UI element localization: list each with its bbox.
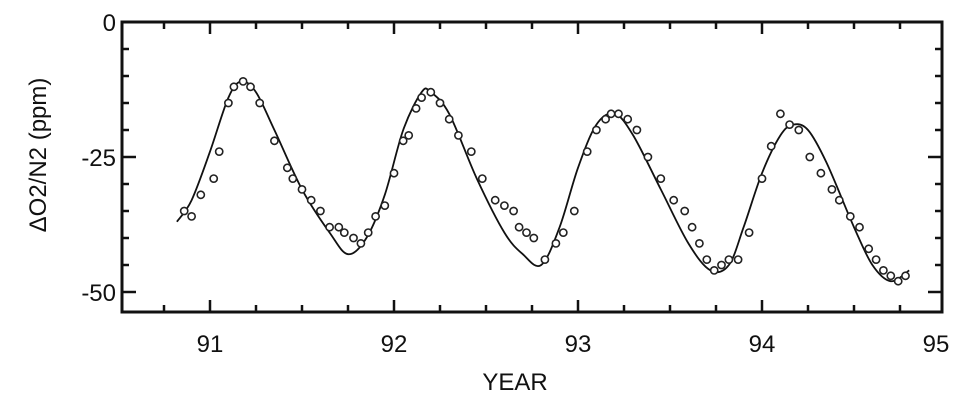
observation-point (398, 136, 408, 146)
observation-point (282, 163, 292, 173)
observation-point (709, 265, 719, 275)
observation-point (389, 168, 399, 178)
observation-point (229, 82, 239, 92)
observation-point (288, 174, 298, 183)
observation-point (363, 228, 373, 237)
observation-point (522, 228, 531, 237)
observation-point (669, 195, 679, 205)
observation-point (435, 98, 445, 108)
observation-point (805, 152, 815, 162)
observation-point (499, 201, 509, 210)
observation-point (426, 87, 436, 97)
plot-frame (120, 20, 944, 314)
observation-point (490, 195, 500, 205)
x-tick-label: 94 (749, 331, 776, 358)
observation-point (766, 141, 776, 151)
x-tick-label: 95 (923, 331, 950, 358)
observation-point (246, 82, 255, 92)
observation-point (827, 184, 837, 194)
observation-point (349, 233, 358, 243)
x-tick-label: 91 (197, 331, 224, 358)
axis-ticks (122, 20, 942, 312)
observation-point (529, 233, 539, 243)
observation-point (606, 109, 616, 119)
fitted-curve (176, 80, 910, 283)
y-tick-label: 0 (103, 10, 116, 37)
observation-point (733, 255, 743, 264)
observation-point (404, 130, 414, 140)
observation-point (315, 206, 325, 216)
observation-point (816, 168, 826, 178)
observation-point (214, 147, 224, 156)
observation-point (417, 93, 426, 102)
observation-point (582, 147, 592, 156)
observation-point (632, 125, 642, 135)
observation-point (744, 228, 754, 237)
observation-point (601, 114, 610, 124)
observation-point (901, 271, 910, 281)
x-tick-label: 93 (565, 331, 592, 358)
x-axis-title: YEAR (482, 369, 547, 396)
observation-point (871, 255, 881, 264)
observation-point (196, 190, 206, 200)
observation-point (514, 222, 524, 232)
observation-point (614, 109, 623, 119)
observation-point (794, 125, 804, 135)
observation-point (558, 228, 568, 237)
tick-labels: 91 92 93 94 95 0 -25 -50 (81, 10, 949, 358)
observation-point (371, 211, 380, 221)
observation-point (724, 255, 734, 264)
observation-point (687, 222, 697, 232)
observation-point (834, 195, 844, 205)
observation-point (223, 98, 233, 108)
observation-point (179, 206, 189, 216)
observation-point (509, 206, 518, 216)
y-tick-label: -50 (81, 280, 116, 307)
observation-point (269, 136, 279, 146)
observation-point (569, 206, 579, 216)
observation-point (411, 104, 421, 113)
observation-point (466, 147, 476, 156)
observation-point (477, 174, 487, 183)
observation-point (695, 238, 704, 248)
observation-point (680, 206, 690, 216)
observation-point (757, 174, 767, 183)
observation-point (656, 174, 666, 183)
observation-point (551, 238, 561, 248)
observation-point (776, 109, 785, 119)
observation-point (643, 152, 653, 162)
observation-point (453, 130, 463, 140)
observation-point (717, 260, 726, 270)
observation-point (339, 228, 349, 237)
y-tick-label: -25 (81, 145, 116, 172)
x-tick-label: 92 (381, 331, 408, 358)
observation-point (623, 114, 633, 124)
y-axis-title: ΔO2/N2 (ppm) (25, 78, 52, 233)
observation-point (297, 184, 307, 194)
observation-point (334, 222, 344, 232)
plot-area (176, 77, 910, 286)
observation-point (785, 120, 794, 129)
observation-point (855, 222, 864, 232)
observation-point (886, 271, 896, 281)
observation-point (306, 195, 316, 205)
observation-point (325, 222, 334, 232)
observation-point (356, 238, 366, 248)
observation-point (380, 201, 390, 210)
observation-point (238, 77, 248, 86)
observation-point (592, 125, 601, 135)
observation-point (444, 114, 454, 124)
observation-point (255, 98, 265, 108)
observation-point (702, 255, 712, 264)
observation-point (893, 276, 903, 286)
observation-point (879, 265, 888, 275)
observation-point (864, 244, 874, 254)
observation-point (845, 211, 855, 221)
observation-point (187, 211, 196, 221)
observation-point (209, 174, 219, 183)
observation-point (540, 255, 550, 264)
